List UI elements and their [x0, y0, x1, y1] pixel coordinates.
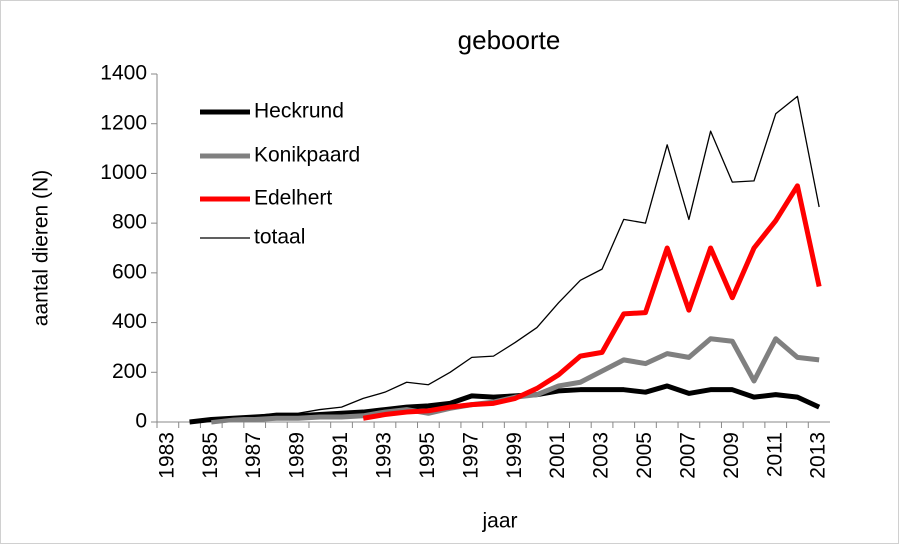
- x-tick-label: 2007: [676, 432, 699, 479]
- y-tick-label: 1400: [100, 62, 147, 85]
- y-tick-label: 400: [112, 310, 147, 333]
- x-tick-label: 1985: [199, 432, 222, 479]
- legend-label: Heckrund: [254, 100, 344, 123]
- legend-label: totaal: [254, 226, 305, 249]
- x-tick-label: 2009: [720, 432, 743, 479]
- x-tick-label: 1983: [155, 432, 178, 479]
- y-tick-label: 1000: [100, 161, 147, 184]
- series-line: [362, 183, 822, 421]
- y-tick-label: 800: [112, 211, 147, 234]
- x-tick-label: 1999: [503, 432, 526, 479]
- series-line: [210, 336, 820, 425]
- x-tick-label: 1997: [459, 432, 482, 479]
- y-tick-label: 200: [112, 360, 147, 383]
- x-tick-label: 1993: [372, 432, 395, 479]
- x-tick-label: 2011: [763, 432, 786, 477]
- chart-title: geboorte: [458, 25, 561, 55]
- x-tick-label: 1995: [416, 432, 439, 479]
- x-tick-label: 2001: [546, 432, 569, 479]
- series-line: [189, 95, 820, 423]
- x-tick-label: 1989: [286, 432, 309, 479]
- y-axis-label: aantal dieren (N): [30, 170, 53, 326]
- legend-label: Edelhert: [254, 187, 332, 210]
- x-tick-label: 1991: [329, 432, 352, 479]
- legend-label: Konikpaard: [254, 144, 360, 167]
- x-tick-label: 2005: [633, 432, 656, 479]
- x-tick-label: 2003: [590, 432, 613, 479]
- y-tick-label: 600: [112, 260, 147, 283]
- x-axis-label: jaar: [481, 510, 517, 533]
- y-tick-label: 0: [135, 410, 147, 433]
- y-tick-label: 1200: [100, 111, 147, 134]
- x-tick-label: 1987: [242, 432, 265, 479]
- x-tick-label: 2013: [807, 432, 830, 479]
